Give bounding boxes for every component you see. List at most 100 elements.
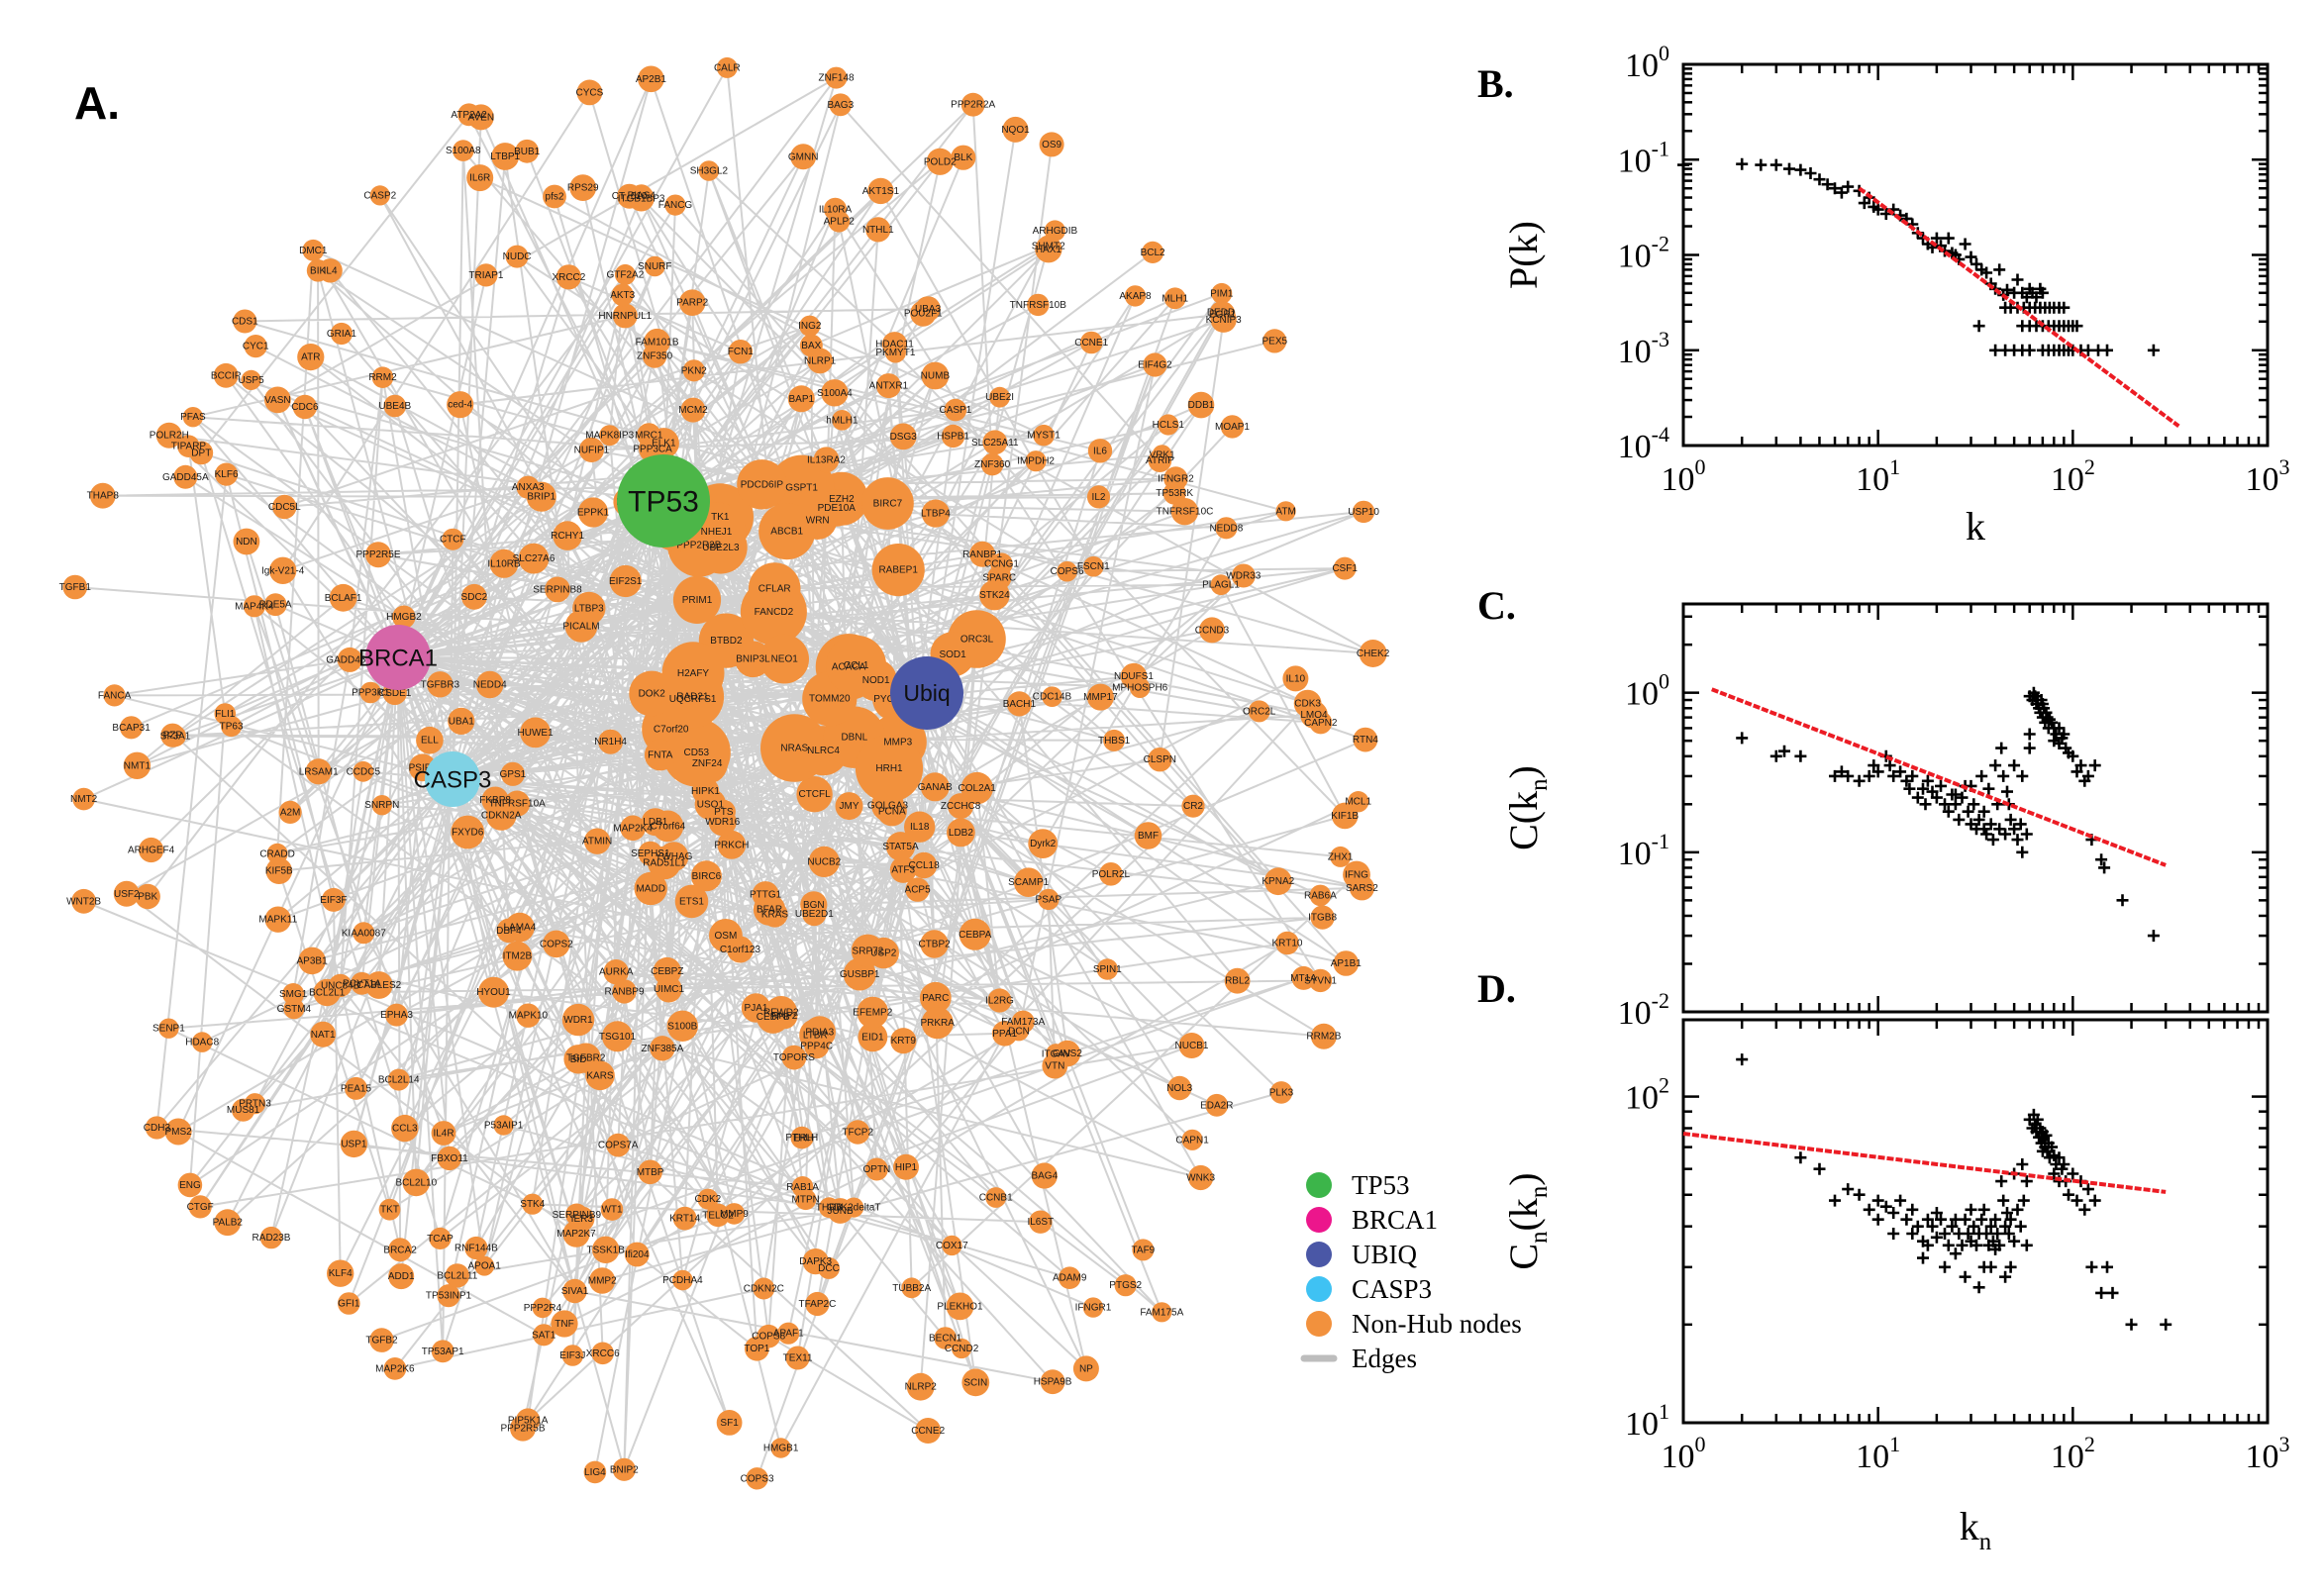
node-label: CDKN2C	[744, 1284, 784, 1295]
node-label: RAD23B	[252, 1233, 291, 1244]
node-label: BAG3	[827, 100, 854, 111]
network-node	[989, 386, 1010, 408]
node-label: TRIAP1	[468, 270, 503, 281]
network-node	[359, 681, 382, 704]
node-label: DAPK3	[799, 1256, 832, 1267]
node-label: MTBP	[637, 1167, 664, 1178]
network-node	[461, 583, 487, 610]
network-node	[448, 707, 475, 736]
node-label: UBA3	[915, 304, 942, 315]
node-label: HSPA9B	[1034, 1377, 1072, 1388]
node-label: ANXA3	[512, 482, 545, 493]
network-node	[785, 1346, 810, 1370]
network-node	[1002, 116, 1029, 143]
node-label: H2AFY	[677, 668, 710, 679]
node-label: SMG1	[279, 989, 308, 1000]
node-label: HIP1	[895, 1162, 918, 1173]
hub-node-brca1: BRCA1	[358, 625, 438, 690]
network-node	[385, 1003, 408, 1027]
network-node	[388, 1238, 413, 1262]
node-label: CDH3	[144, 1123, 171, 1134]
network-node	[569, 174, 597, 202]
network-node	[672, 1269, 693, 1291]
network-node	[543, 930, 570, 958]
node-label: BCL2L10	[395, 1177, 437, 1188]
node-label: KIF5B	[265, 866, 293, 877]
node-label: ZNF350	[637, 350, 673, 361]
node-label: PDE10A	[818, 503, 857, 514]
y-axis-title: Cn(kn)	[1501, 1172, 1553, 1269]
network-node	[504, 790, 531, 817]
node-label: CTBP2	[918, 940, 951, 950]
network-node	[340, 1130, 368, 1158]
node-label: EPPK1	[577, 508, 610, 519]
network-node	[759, 634, 809, 684]
network-node	[805, 1291, 830, 1317]
node-label: LDB1	[643, 817, 667, 828]
node-label: POLR2L	[1092, 869, 1131, 880]
network-node	[561, 1003, 595, 1037]
node-label: DMC1	[299, 246, 328, 256]
node-label: PRIM1	[682, 595, 713, 606]
node-label: SENP1	[152, 1024, 185, 1035]
network-node	[391, 1114, 419, 1143]
network-node	[353, 760, 374, 782]
node-label: CDK2deltaT	[827, 1203, 880, 1214]
node-label: GOLGA3	[867, 800, 909, 811]
node-label: CDKN2A	[481, 810, 522, 821]
node-label: SF1	[720, 1418, 739, 1429]
node-label: BGN	[803, 900, 825, 911]
node-label: CDS1	[232, 317, 258, 328]
node-label: CFLAR	[758, 584, 791, 595]
network-node	[600, 1198, 624, 1221]
network-node	[672, 1206, 697, 1231]
network-node	[1057, 560, 1077, 582]
node-label: MOAP1	[1215, 422, 1250, 433]
network-node	[1282, 665, 1309, 692]
axis-ticks	[1681, 1020, 2270, 1425]
network-node	[871, 544, 925, 597]
network-node	[741, 993, 771, 1023]
node-label: RFWD2	[763, 1007, 799, 1018]
plot-frame	[1681, 1018, 2270, 1425]
node-label: TP53INP1	[426, 1291, 472, 1302]
node-label: ZNF360	[974, 459, 1011, 470]
node-label: KRT10	[1272, 939, 1303, 949]
network-node	[272, 494, 297, 520]
network-node	[243, 595, 265, 618]
network-node	[589, 1267, 616, 1294]
node-label: ITM2B	[503, 951, 533, 962]
network-node	[818, 1256, 840, 1279]
network-node	[728, 340, 753, 364]
node-label: ACACA	[832, 662, 866, 673]
node-label: USP10	[1348, 507, 1379, 518]
network-node	[961, 1368, 990, 1397]
node-label: NR1H4	[594, 737, 627, 748]
node-label: THRB	[816, 1203, 844, 1214]
tick-label: 101	[1625, 1399, 1669, 1443]
network-node	[637, 423, 661, 448]
network-node	[634, 871, 667, 906]
node-label: CEBPA	[959, 930, 991, 941]
node-label: EPHA3	[380, 1010, 413, 1021]
node-label: BCL2L14	[378, 1075, 420, 1086]
node-label: POU2F1	[904, 309, 943, 320]
network-node	[305, 758, 332, 785]
network-node	[808, 846, 840, 878]
network-node	[1199, 617, 1225, 644]
network-node	[1343, 860, 1370, 889]
network-node	[263, 593, 287, 617]
node-label: EIF4G2	[1138, 360, 1172, 371]
node-label: APLP2	[824, 217, 856, 228]
node-label: FANCG	[658, 200, 693, 211]
node-label: PPP2R2A	[951, 100, 995, 111]
node-label: PFAS	[180, 412, 206, 423]
node-label: GANAB	[918, 782, 953, 793]
node-label: HSPB1	[937, 432, 969, 443]
node-label: ITGB8	[1308, 913, 1337, 924]
node-label: AP3B1	[297, 955, 329, 966]
network-node	[1309, 884, 1332, 907]
network-node	[1333, 950, 1360, 976]
legend-item-tp53: TP53	[1306, 1170, 1410, 1200]
node-label: RRM2B	[1306, 1032, 1341, 1043]
